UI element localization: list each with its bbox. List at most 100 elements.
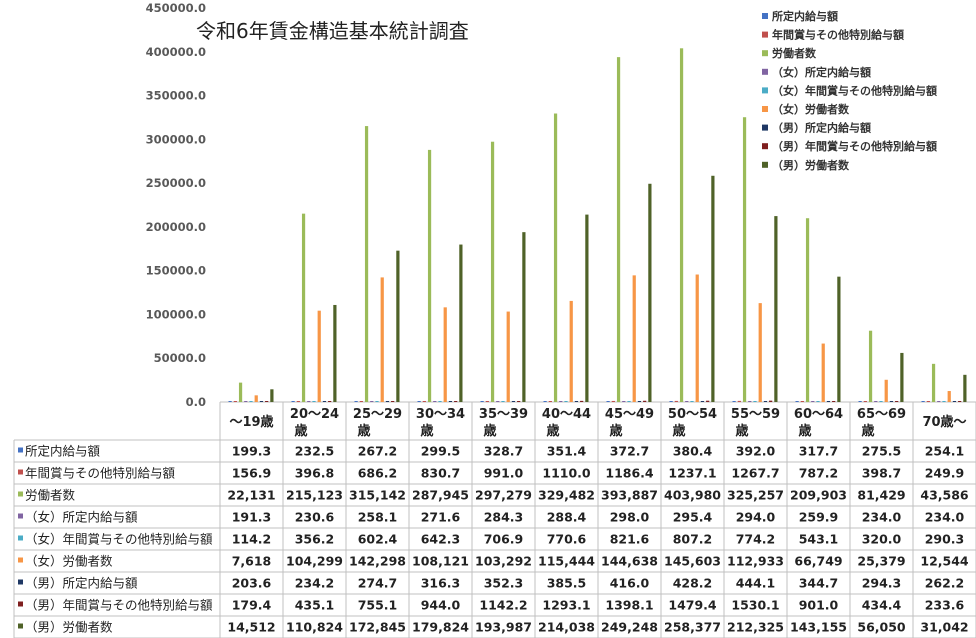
table-cell: 143,155	[790, 620, 847, 635]
table-cell: 351.4	[547, 444, 587, 459]
table-row-label: （女）所定内給与額	[25, 510, 138, 525]
bar	[648, 183, 652, 402]
x-category-label: 40～44	[542, 407, 591, 422]
bar	[816, 401, 820, 402]
table-cell: 12,544	[920, 554, 969, 569]
table-cell: 352.3	[484, 576, 524, 591]
bar	[485, 401, 489, 402]
table-cell: 380.4	[673, 444, 713, 459]
table-cell: 642.3	[421, 532, 461, 547]
bar	[385, 401, 390, 402]
table-cell: 108,121	[412, 554, 469, 569]
table-row-label: （男）所定内給与額	[25, 576, 138, 591]
table-cell: 193,987	[475, 620, 532, 635]
table-cell: 258,377	[664, 620, 721, 635]
bar	[364, 126, 369, 402]
x-category-label: 歳	[294, 423, 307, 439]
table-cell: 81,429	[857, 488, 905, 503]
table-cell: 284.3	[484, 510, 524, 525]
legend-swatch	[762, 68, 768, 75]
table-cell: 393,887	[601, 488, 658, 503]
table-cell: 214,038	[538, 620, 595, 635]
y-tick-label: 0.0	[186, 395, 206, 409]
bar	[244, 401, 248, 402]
bar	[574, 401, 579, 402]
table-cell: 755.1	[358, 598, 398, 613]
table-cell: 179,824	[412, 620, 469, 635]
bar	[805, 218, 810, 402]
table-cell: 203.6	[232, 576, 272, 591]
bar	[863, 401, 867, 402]
x-category-label: 歳	[546, 423, 559, 439]
table-cell: 259.9	[799, 510, 839, 525]
table-cell: 290.3	[925, 532, 965, 547]
bar	[496, 401, 500, 402]
table-row-swatch	[18, 447, 23, 453]
table-row-label: （男）労働者数	[25, 620, 113, 635]
table-cell: 686.2	[358, 466, 398, 481]
table-cell: 249.9	[925, 466, 965, 481]
bar	[826, 401, 831, 402]
x-category-label: ～19歳	[229, 414, 273, 430]
table-cell: 416.0	[610, 576, 650, 591]
bar	[900, 352, 904, 402]
bar	[380, 277, 384, 402]
table-cell: 944.0	[421, 598, 461, 613]
table-cell: 22,131	[227, 488, 275, 503]
table-cell: 191.3	[232, 510, 272, 525]
table-cell: 110,824	[286, 620, 343, 635]
legend-swatch	[762, 143, 768, 150]
bar	[921, 401, 925, 402]
x-category-label: 50～54	[668, 407, 717, 422]
bar	[333, 304, 337, 402]
table-cell: 56,050	[857, 620, 906, 635]
table-cell: 274.7	[358, 576, 398, 591]
y-tick-label: 450000.0	[146, 1, 206, 15]
table-cell: 602.4	[358, 532, 398, 547]
bar	[233, 401, 237, 402]
table-cell: 444.1	[736, 576, 776, 591]
table-cell: 156.9	[232, 466, 272, 481]
bar	[837, 276, 841, 402]
bar	[748, 401, 752, 402]
legend-entry: 所定内給与額	[772, 9, 838, 23]
bar	[606, 401, 610, 402]
table-cell: 287,945	[412, 488, 469, 503]
x-category-label: 25～29	[353, 407, 402, 422]
table-cell: 144,638	[601, 554, 658, 569]
data-table: ～19歳20～24歳25～29歳30～34歳35～39歳40～44歳45～49歳…	[13, 402, 976, 638]
table-cell: 114.2	[232, 532, 272, 547]
x-category-label: 70歳～	[922, 414, 966, 430]
bar	[291, 401, 295, 402]
table-cell: 1479.4	[668, 598, 717, 613]
legend-swatch	[762, 31, 768, 38]
table-cell: 275.5	[862, 444, 902, 459]
table-cell: 1267.7	[731, 466, 779, 481]
bar	[359, 401, 363, 402]
bar	[438, 401, 442, 402]
bar	[228, 401, 232, 402]
table-cell: 320.0	[862, 532, 902, 547]
bar	[942, 401, 946, 402]
table-cell: 316.3	[421, 576, 461, 591]
table-cell: 297,279	[475, 488, 532, 503]
table-cell: 288.4	[547, 510, 587, 525]
table-cell: 901.0	[799, 598, 839, 613]
bar	[559, 401, 563, 402]
table-row-swatch	[18, 557, 23, 563]
table-cell: 232.5	[295, 444, 335, 459]
table-cell: 325,257	[727, 488, 784, 503]
table-cell: 199.3	[232, 444, 272, 459]
bar	[270, 389, 274, 402]
table-cell: 112,933	[727, 554, 784, 569]
legend-swatch	[762, 50, 768, 57]
table-cell: 172,845	[349, 620, 406, 635]
x-category-label: 歳	[420, 423, 433, 439]
x-category-label: 歳	[609, 423, 622, 439]
table-cell: 233.6	[925, 598, 965, 613]
bar	[433, 401, 437, 402]
table-cell: 543.1	[799, 532, 839, 547]
y-tick-label: 100000.0	[146, 307, 206, 321]
bar	[522, 232, 526, 402]
bar	[879, 401, 883, 402]
